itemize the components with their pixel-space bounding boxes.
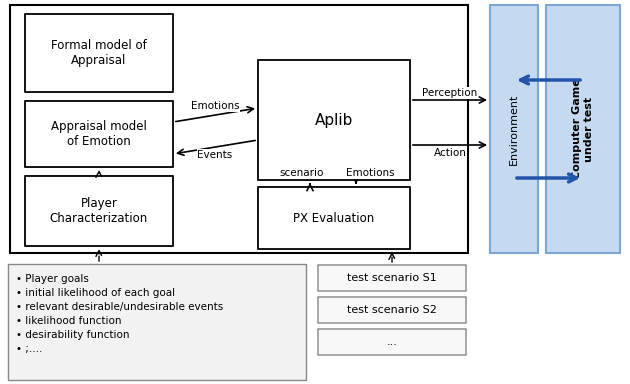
FancyBboxPatch shape: [546, 5, 620, 253]
FancyBboxPatch shape: [318, 329, 466, 355]
Text: Computer Game
under test: Computer Game under test: [572, 79, 594, 179]
FancyBboxPatch shape: [25, 176, 173, 246]
FancyBboxPatch shape: [25, 14, 173, 92]
Text: ...: ...: [387, 337, 398, 347]
FancyBboxPatch shape: [318, 297, 466, 323]
Text: Emotions: Emotions: [346, 168, 394, 178]
Text: • Player goals
• initial likelihood of each goal
• relevant desirable/undesirabl: • Player goals • initial likelihood of e…: [16, 274, 223, 354]
Text: Action: Action: [433, 148, 466, 158]
Text: PX Evaluation: PX Evaluation: [294, 212, 375, 225]
FancyBboxPatch shape: [8, 264, 306, 380]
Text: Formal model of
Appraisal: Formal model of Appraisal: [51, 39, 147, 67]
Text: Events: Events: [197, 150, 232, 160]
Text: Environment: Environment: [509, 93, 519, 165]
Text: test scenario S2: test scenario S2: [347, 305, 437, 315]
FancyBboxPatch shape: [318, 265, 466, 291]
Text: Appraisal model
of Emotion: Appraisal model of Emotion: [51, 120, 147, 148]
Text: scenario: scenario: [280, 168, 324, 178]
Text: Player
Characterization: Player Characterization: [50, 197, 148, 225]
Text: test scenario S1: test scenario S1: [347, 273, 437, 283]
FancyBboxPatch shape: [258, 60, 410, 180]
Text: Emotions: Emotions: [191, 101, 239, 111]
FancyBboxPatch shape: [258, 187, 410, 249]
FancyBboxPatch shape: [490, 5, 538, 253]
Text: Aplib: Aplib: [315, 113, 353, 127]
FancyBboxPatch shape: [10, 5, 468, 253]
Text: Perception: Perception: [422, 88, 478, 98]
FancyBboxPatch shape: [25, 101, 173, 167]
